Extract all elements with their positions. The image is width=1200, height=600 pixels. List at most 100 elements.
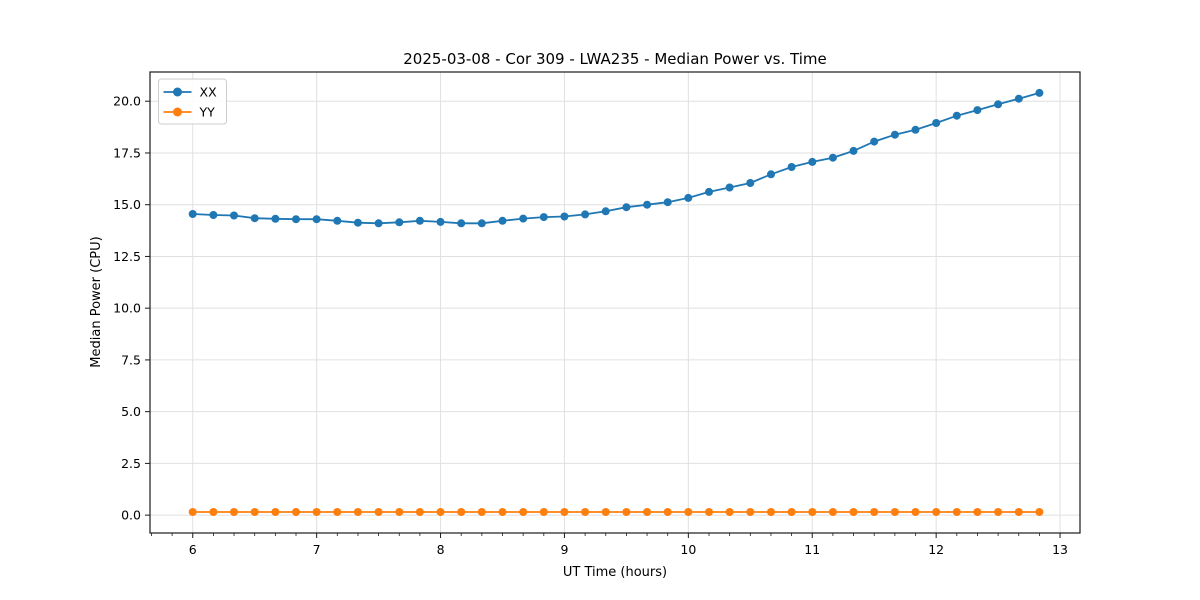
data-point-yy bbox=[828, 508, 837, 516]
data-point-yy bbox=[849, 508, 858, 516]
data-point-xx bbox=[787, 163, 796, 171]
data-point-xx bbox=[973, 106, 982, 115]
data-point-yy bbox=[519, 508, 528, 516]
data-point-xx bbox=[581, 210, 590, 219]
data-point-yy bbox=[684, 508, 693, 516]
y-tick-label: 0.0 bbox=[121, 508, 141, 523]
data-point-xx bbox=[705, 187, 713, 196]
x-tick-label: 6 bbox=[189, 542, 197, 557]
legend-label: YY bbox=[199, 105, 216, 120]
data-point-yy bbox=[457, 508, 466, 516]
data-point-xx bbox=[952, 111, 961, 120]
x-tick-label: 10 bbox=[680, 542, 696, 557]
data-point-yy bbox=[395, 508, 404, 516]
data-point-yy bbox=[767, 508, 775, 516]
x-tick-label: 8 bbox=[437, 542, 445, 557]
y-tick-label: 2.5 bbox=[121, 456, 141, 471]
data-point-yy bbox=[952, 508, 961, 516]
y-tick-label: 20.0 bbox=[113, 94, 141, 109]
data-point-yy bbox=[932, 508, 941, 516]
data-point-xx bbox=[560, 212, 569, 221]
legend-label: XX bbox=[200, 85, 218, 100]
series-markers-xx bbox=[188, 88, 1044, 228]
data-point-xx bbox=[746, 179, 755, 187]
x-tick-label: 13 bbox=[1052, 542, 1068, 557]
data-point-xx bbox=[643, 200, 652, 209]
data-point-yy bbox=[870, 508, 879, 516]
data-point-yy bbox=[560, 508, 569, 516]
data-point-yy bbox=[188, 508, 197, 516]
data-point-xx bbox=[828, 153, 837, 162]
data-point-yy bbox=[1035, 508, 1044, 516]
data-point-yy bbox=[643, 508, 652, 516]
data-point-yy bbox=[787, 508, 796, 516]
data-point-yy bbox=[890, 508, 899, 516]
data-point-yy bbox=[498, 508, 507, 516]
y-tick-label: 17.5 bbox=[113, 145, 141, 160]
data-point-yy bbox=[911, 508, 920, 516]
data-point-yy bbox=[622, 508, 631, 516]
data-point-yy bbox=[230, 508, 238, 516]
data-point-xx bbox=[1014, 94, 1023, 103]
y-tick-label: 7.5 bbox=[121, 352, 141, 367]
grid-lines bbox=[150, 72, 1080, 533]
data-point-yy bbox=[581, 508, 590, 516]
data-point-yy bbox=[808, 508, 817, 516]
data-point-xx bbox=[477, 219, 486, 228]
data-point-xx bbox=[767, 170, 775, 179]
data-point-xx bbox=[808, 157, 817, 166]
data-point-yy bbox=[1014, 508, 1023, 516]
y-tick-label: 15.0 bbox=[113, 197, 141, 212]
data-point-xx bbox=[333, 216, 342, 225]
data-point-xx bbox=[539, 213, 548, 222]
legend: XX YY bbox=[158, 78, 227, 125]
y-tick-label: 5.0 bbox=[121, 404, 141, 419]
data-point-xx bbox=[519, 214, 528, 223]
data-point-xx bbox=[994, 100, 1003, 109]
series-markers-yy bbox=[188, 508, 1044, 516]
data-point-yy bbox=[374, 508, 383, 516]
data-point-xx bbox=[230, 211, 238, 220]
data-point-yy bbox=[353, 508, 362, 516]
data-point-yy bbox=[705, 508, 713, 516]
data-point-yy bbox=[973, 508, 982, 516]
data-point-xx bbox=[890, 130, 899, 139]
data-point-xx bbox=[312, 215, 321, 224]
y-tick-label: 10.0 bbox=[113, 301, 141, 316]
data-point-xx bbox=[663, 198, 672, 207]
data-point-yy bbox=[292, 508, 300, 516]
data-point-xx bbox=[498, 216, 507, 225]
data-point-xx bbox=[415, 216, 424, 225]
data-point-yy bbox=[271, 508, 280, 516]
data-point-yy bbox=[746, 508, 755, 516]
data-point-xx bbox=[849, 146, 858, 155]
data-point-xx bbox=[457, 219, 466, 228]
data-point-xx bbox=[292, 215, 300, 224]
data-point-yy bbox=[415, 508, 424, 516]
data-point-xx bbox=[932, 119, 941, 127]
data-point-yy bbox=[250, 508, 259, 516]
data-point-xx bbox=[209, 211, 218, 219]
data-point-xx bbox=[436, 217, 445, 226]
y-tick-label: 12.5 bbox=[113, 249, 141, 264]
chart-title: 2025-03-08 - Cor 309 - LWA235 - Median P… bbox=[403, 50, 827, 68]
data-point-yy bbox=[333, 508, 342, 516]
data-point-yy bbox=[209, 508, 218, 516]
data-point-xx bbox=[684, 193, 693, 202]
data-point-xx bbox=[271, 214, 280, 223]
data-point-xx bbox=[870, 137, 879, 146]
data-point-xx bbox=[374, 219, 383, 228]
data-point-yy bbox=[436, 508, 445, 516]
data-point-yy bbox=[725, 508, 734, 516]
data-point-xx bbox=[1035, 88, 1044, 97]
data-point-xx bbox=[188, 210, 197, 218]
data-point-xx bbox=[601, 207, 610, 216]
axis-ticks: 6 7 8 9 10 11 12 13 0.0 2.5 5.0 7.5 10.0 12.5 15.0 17.5… bbox=[113, 94, 1068, 557]
legend-marker-icon bbox=[173, 107, 182, 117]
data-point-xx bbox=[622, 203, 631, 212]
x-tick-label: 12 bbox=[928, 542, 944, 557]
legend-marker-icon bbox=[173, 87, 182, 97]
data-point-yy bbox=[477, 508, 486, 516]
